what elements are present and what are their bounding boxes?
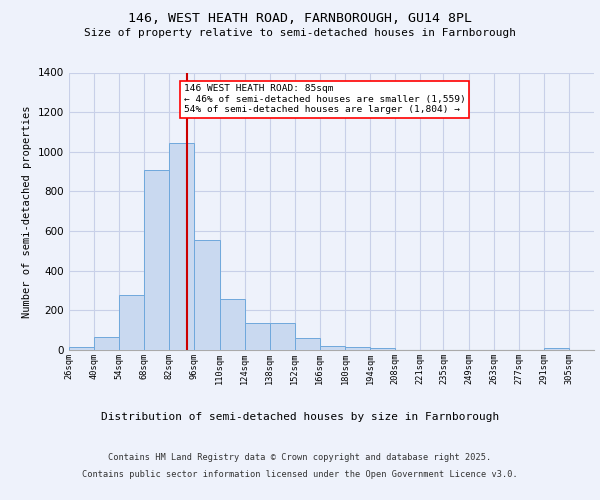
Text: Distribution of semi-detached houses by size in Farnborough: Distribution of semi-detached houses by …: [101, 412, 499, 422]
Bar: [269, 323, 295, 350]
Bar: [544, 348, 569, 350]
Text: 146, WEST HEATH ROAD, FARNBOROUGH, GU14 8PL: 146, WEST HEATH ROAD, FARNBOROUGH, GU14 …: [128, 12, 472, 26]
Bar: [345, 347, 370, 350]
Bar: [69, 347, 94, 350]
Text: Contains HM Land Registry data © Crown copyright and database right 2025.: Contains HM Land Registry data © Crown c…: [109, 452, 491, 462]
Bar: [94, 337, 119, 350]
Bar: [144, 170, 169, 350]
Text: 146 WEST HEATH ROAD: 85sqm
← 46% of semi-detached houses are smaller (1,559)
54%: 146 WEST HEATH ROAD: 85sqm ← 46% of semi…: [184, 84, 466, 114]
Text: Contains public sector information licensed under the Open Government Licence v3: Contains public sector information licen…: [82, 470, 518, 479]
Bar: [245, 323, 269, 350]
Bar: [169, 143, 194, 350]
Text: Size of property relative to semi-detached houses in Farnborough: Size of property relative to semi-detach…: [84, 28, 516, 38]
Y-axis label: Number of semi-detached properties: Number of semi-detached properties: [22, 105, 32, 318]
Bar: [220, 300, 245, 350]
Bar: [194, 240, 220, 350]
Bar: [370, 348, 395, 350]
Bar: [119, 294, 144, 350]
Bar: [295, 338, 320, 350]
Bar: [320, 346, 345, 350]
